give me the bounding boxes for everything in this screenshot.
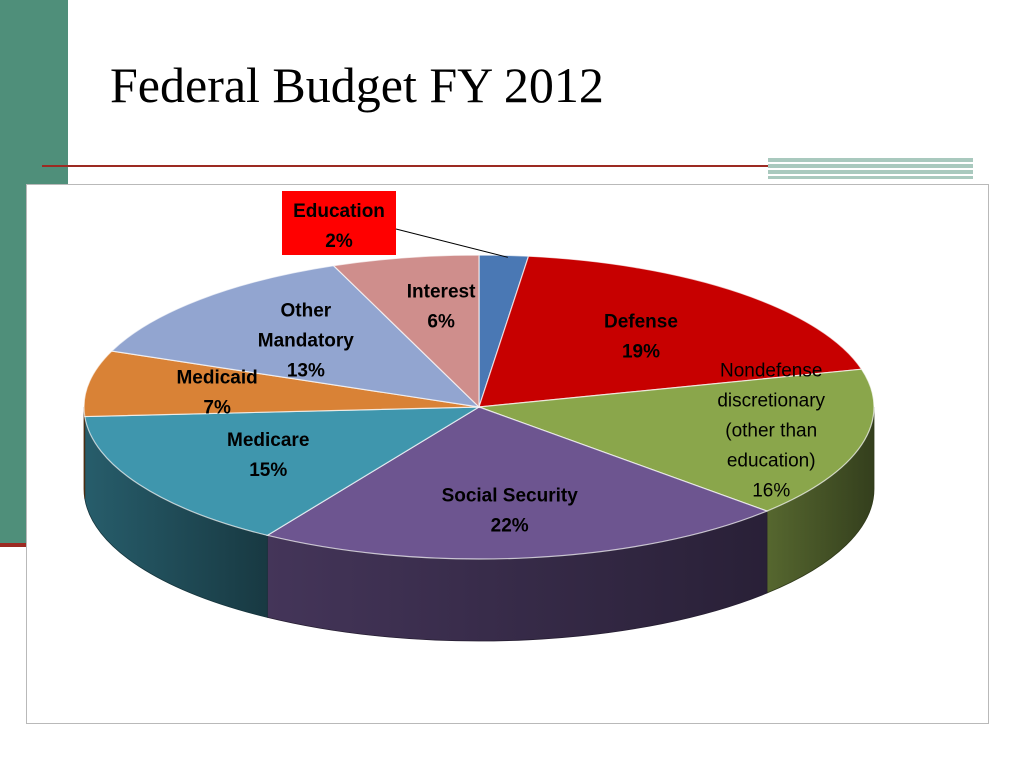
slice-label-education-percent: 2% xyxy=(325,231,353,252)
slice-label-nondefense-discretionary-other-than-education-line-3: (other than xyxy=(725,420,817,441)
pie-slice-interest xyxy=(332,254,480,409)
slice-label-interest-line-1: Interest xyxy=(407,281,476,302)
slice-label-defense-line-1: Defense xyxy=(604,311,678,332)
slice-label-nondefense-discretionary-other-than-education-line-4: education) xyxy=(727,450,816,471)
slice-label-other-mandatory-percent: 13% xyxy=(287,360,325,381)
slice-label-defense-percent: 19% xyxy=(622,341,660,362)
pie-slice-other-mandatory xyxy=(110,265,481,408)
slice-label-social-security-percent: 22% xyxy=(491,515,529,536)
title-accent-stripes xyxy=(768,158,973,179)
callout-leader-education xyxy=(395,228,508,258)
slice-label-interest-percent: 6% xyxy=(427,311,455,332)
pie-labels: Education 2% Defense 19% Nondefense discretio… xyxy=(176,191,826,536)
pie-chart: Education 2% Defense 19% Nondefense discretio… xyxy=(83,191,875,642)
pie-top-faces xyxy=(83,254,875,560)
slice-label-medicaid-percent: 7% xyxy=(203,397,231,418)
chart-frame: Education 2% Defense 19% Nondefense discretio… xyxy=(26,184,989,724)
slide-title: Federal Budget FY 2012 xyxy=(110,57,604,113)
pie-slice-social-security xyxy=(265,406,769,560)
pie-slice-nondefense-discretionary-other-than-education xyxy=(478,368,875,512)
slice-label-nondefense-discretionary-other-than-education-percent: 16% xyxy=(752,480,790,501)
slice-label-medicaid-line-1: Medicaid xyxy=(176,367,257,388)
slice-label-other-mandatory-line-2: Mandatory xyxy=(258,330,355,351)
slice-label-medicare-percent: 15% xyxy=(249,460,287,481)
slice-label-social-security-line-1: Social Security xyxy=(442,485,579,506)
pie-slice-medicaid xyxy=(83,350,480,418)
pie-slice-defense xyxy=(478,255,863,408)
slice-label-nondefense-discretionary-other-than-education-line-2: discretionary xyxy=(717,390,825,411)
pie-sides xyxy=(83,406,875,642)
callout-box-education xyxy=(282,191,396,255)
slice-label-education-line-1: Education xyxy=(293,201,385,222)
pie-slice-medicare xyxy=(84,406,482,536)
pie-side-medicaid xyxy=(83,406,86,499)
title-divider xyxy=(42,165,972,167)
slice-label-nondefense-discretionary-other-than-education-line-1: Nondefense xyxy=(720,360,822,381)
slice-label-medicare-line-1: Medicare xyxy=(227,430,309,451)
slice-label-other-mandatory-line-1: Other xyxy=(280,300,331,321)
